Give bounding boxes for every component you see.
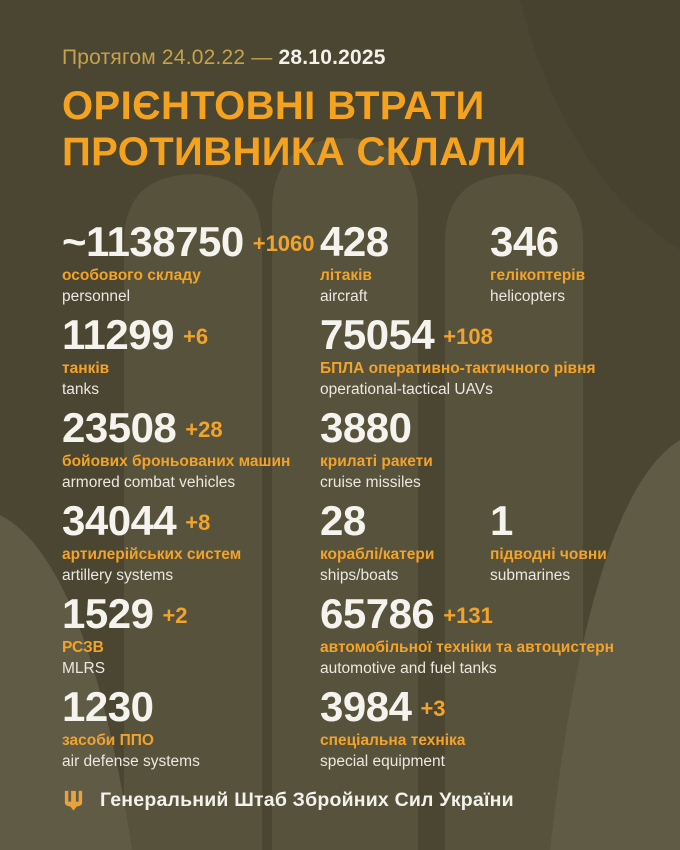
stat-label-ua: бойових броньованих машин xyxy=(62,453,291,471)
stat-number: 346 xyxy=(490,217,559,265)
stat-number: 1529 xyxy=(62,589,154,637)
stat-delta: +8 xyxy=(185,509,211,535)
stat-armored-vehicles: 23508 +28 бойових броньованих машин armor… xyxy=(62,406,320,499)
stat-row: 1529 +2 РСЗВ MLRS 65786 +131 автомобільної… xyxy=(62,592,644,685)
page-title-line1: ОРІЄНТОВНІ ВТРАТИ xyxy=(62,84,485,128)
stat-label-en: MLRS xyxy=(62,660,106,678)
stat-delta: +131 xyxy=(443,602,493,628)
stat-number: 1230 xyxy=(62,682,154,730)
stat-label-ua: кораблі/катери xyxy=(320,546,435,564)
stat-delta: +2 xyxy=(162,602,188,628)
stat-label-en: armored combat vehicles xyxy=(62,474,236,492)
stat-label-ua: БПЛА оперативно-тактичного рівня xyxy=(320,360,596,378)
stat-row: 23508 +28 бойових броньованих машин armor… xyxy=(62,406,644,499)
stat-label-en: air defense systems xyxy=(62,753,200,771)
stat-row: 1230 засоби ППО air defense systems 3984… xyxy=(62,685,644,778)
stat-label-ua: РСЗВ xyxy=(62,639,104,657)
stat-label-ua: літаків xyxy=(320,267,372,285)
stat-label-ua: артилерійських систем xyxy=(62,546,242,564)
stat-number: 1 xyxy=(490,496,513,544)
stats-grid: ~1138750 +1060 особового складу personnel… xyxy=(62,220,644,778)
stat-label-en: artillery systems xyxy=(62,567,174,585)
stat-number: 11299 xyxy=(62,310,174,358)
stat-label-en: aircraft xyxy=(320,288,368,306)
stat-aircraft: 428 літаків aircraft xyxy=(320,220,490,313)
footer: Генеральний Штаб Збройних Сил України xyxy=(62,788,644,813)
stat-label-en: cruise missiles xyxy=(320,474,421,492)
stat-delta: +28 xyxy=(185,416,223,442)
stat-label-en: special equipment xyxy=(320,753,445,771)
stat-label-ua: крилаті ракети xyxy=(320,453,433,471)
infographic-content: Протягом 24.02.22 —28.10.2025 ОРІЄНТОВНІ… xyxy=(62,46,644,813)
stat-number: 75054 xyxy=(320,310,435,358)
stat-number: 34044 xyxy=(62,496,177,544)
stat-air-defense: 1230 засоби ППО air defense systems xyxy=(62,685,320,778)
date-range-prefix: Протягом 24.02.22 — xyxy=(62,46,273,69)
stat-cruise-missiles: 3880 крилаті ракети cruise missiles xyxy=(320,406,644,499)
stat-label-ua: танків xyxy=(62,360,110,378)
stat-delta: +6 xyxy=(182,323,209,349)
stat-label-en: automotive and fuel tanks xyxy=(320,660,497,678)
stat-delta: +3 xyxy=(420,695,446,721)
stat-label-en: operational-tactical UAVs xyxy=(320,381,493,399)
stat-personnel: ~1138750 +1060 особового складу personnel xyxy=(62,220,320,313)
stat-delta: +108 xyxy=(443,323,493,349)
stat-label-en: tanks xyxy=(62,381,100,399)
stat-number: 28 xyxy=(320,496,366,544)
stat-row: 11299 +6 танків tanks 75054 +108 БПЛА опер… xyxy=(62,313,644,406)
date-range: Протягом 24.02.22 —28.10.2025 xyxy=(62,46,644,70)
stat-label-ua: особового складу xyxy=(62,267,201,285)
stat-artillery: 34044 +8 артилерійських систем artillery … xyxy=(62,499,320,592)
stat-uavs: 75054 +108 БПЛА оперативно-тактичного рів… xyxy=(320,313,644,406)
stat-label-en: ships/boats xyxy=(320,567,399,585)
stat-label-ua: спеціальна техніка xyxy=(320,732,466,750)
stat-number: 3984 xyxy=(320,682,412,730)
page-title: ОРІЄНТОВНІ ВТРАТИ ПРОТИВНИКА СКЛАЛИ xyxy=(62,83,644,176)
footer-org-name: Генеральний Штаб Збройних Сил України xyxy=(100,788,514,811)
stat-row: 34044 +8 артилерійських систем artillery … xyxy=(62,499,644,592)
date-current: 28.10.2025 xyxy=(278,46,386,69)
stat-mlrs: 1529 +2 РСЗВ MLRS xyxy=(62,592,320,685)
stat-row: ~1138750 +1060 особового складу personnel… xyxy=(62,220,644,313)
stat-number: 65786 xyxy=(320,589,435,637)
stat-special-equipment: 3984 +3 спеціальна техніка special equipm… xyxy=(320,685,644,778)
stat-label-en: submarines xyxy=(490,567,571,585)
stat-label-ua: автомобільної техніки та автоцистерн xyxy=(320,639,615,657)
stat-delta: +1060 xyxy=(252,230,315,256)
page-title-line2: ПРОТИВНИКА СКЛАЛИ xyxy=(62,130,527,175)
stat-number: 23508 xyxy=(62,403,177,451)
stat-number: ~1138750 xyxy=(62,217,244,265)
stat-label-ua: гелікоптерів xyxy=(490,267,586,285)
stat-ships: 28 кораблі/катери ships/boats xyxy=(320,499,490,592)
stat-automotive: 65786 +131 автомобільної техніки та автоц… xyxy=(320,592,644,685)
stat-number: 428 xyxy=(320,217,389,265)
stat-helicopters: 346 гелікоптерів helicopters xyxy=(490,220,644,313)
stat-label-ua: підводні човни xyxy=(490,546,607,564)
stat-submarines: 1 підводні човни submarines xyxy=(490,499,644,592)
stat-tanks: 11299 +6 танків tanks xyxy=(62,313,320,406)
tryzub-trident-icon xyxy=(64,790,83,811)
stat-label-en: helicopters xyxy=(490,288,565,306)
stat-label-en: personnel xyxy=(62,288,131,306)
stat-number: 3880 xyxy=(320,403,412,451)
stat-label-ua: засоби ППО xyxy=(62,732,154,750)
